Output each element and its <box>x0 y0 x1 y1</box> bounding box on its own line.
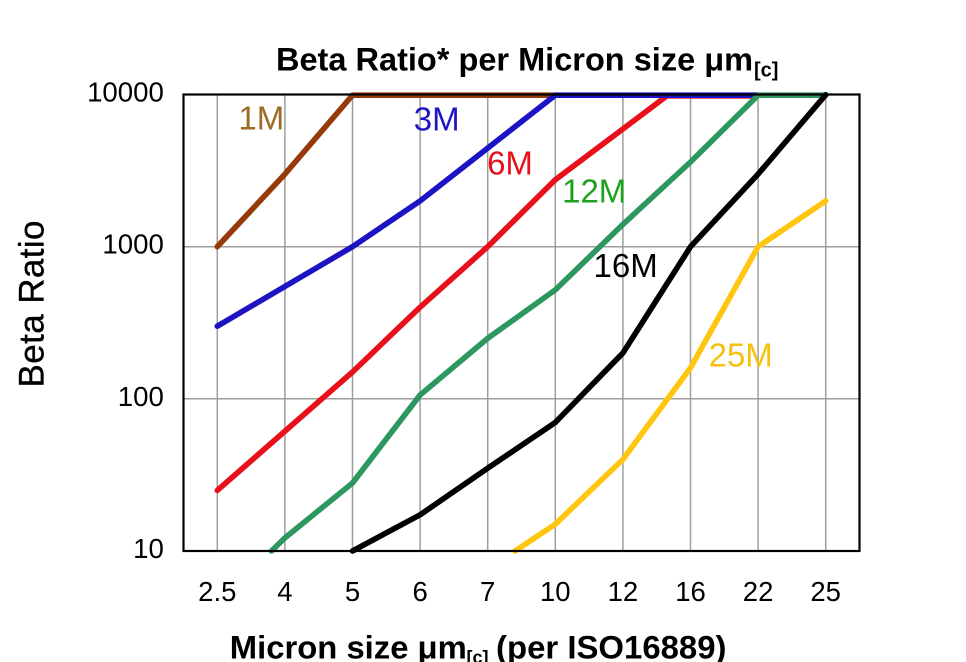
svg-text:12: 12 <box>608 576 639 607</box>
svg-text:10: 10 <box>540 576 571 607</box>
svg-text:[c]: [c] <box>754 60 778 82</box>
svg-text:3M: 3M <box>414 101 460 138</box>
svg-text:4: 4 <box>277 576 292 607</box>
svg-text:Beta Ratio: Beta Ratio <box>13 221 52 388</box>
svg-text:6: 6 <box>412 576 427 607</box>
svg-text:Beta Ratio* per Micron size μm: Beta Ratio* per Micron size μm <box>276 42 753 78</box>
svg-text:16M: 16M <box>593 247 657 284</box>
svg-text:1M: 1M <box>238 100 284 137</box>
svg-text:2.5: 2.5 <box>198 576 236 607</box>
svg-text:25M: 25M <box>709 336 773 373</box>
svg-text:Micron size μm: Micron size μm <box>230 628 467 662</box>
svg-text:5: 5 <box>345 576 360 607</box>
svg-text:10000: 10000 <box>87 77 164 108</box>
svg-text:12M: 12M <box>562 173 626 210</box>
svg-text:100: 100 <box>118 381 164 412</box>
svg-text:10: 10 <box>133 533 164 564</box>
svg-text:(per ISO16889): (per ISO16889) <box>496 628 727 662</box>
svg-text:1000: 1000 <box>102 229 163 260</box>
svg-text:22: 22 <box>743 576 774 607</box>
svg-text:6M: 6M <box>487 145 533 182</box>
svg-text:7: 7 <box>480 576 495 607</box>
svg-text:25: 25 <box>810 576 841 607</box>
svg-text:16: 16 <box>675 576 706 607</box>
svg-text:[c]: [c] <box>467 648 489 662</box>
